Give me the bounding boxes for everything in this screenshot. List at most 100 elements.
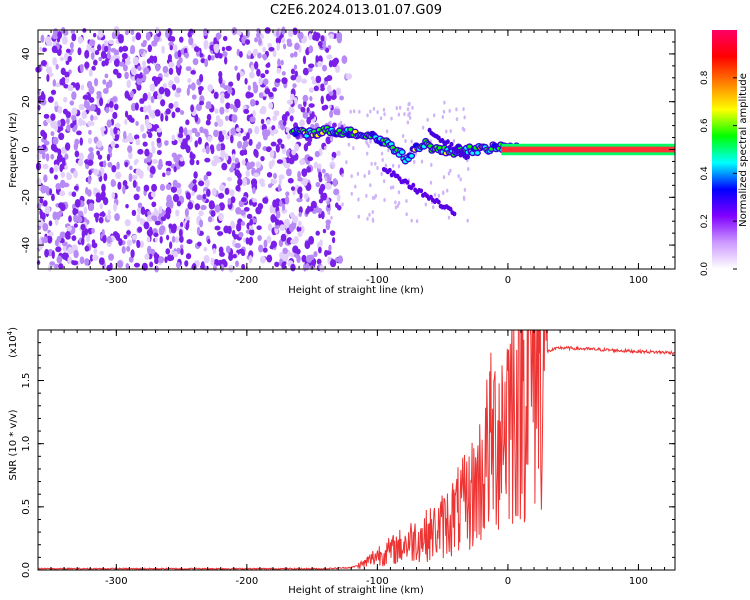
noise-point [171,111,176,119]
noise-point [397,164,401,169]
noise-point [218,52,223,59]
noise-point [366,151,369,156]
noise-point [154,236,158,243]
noise-point [341,202,344,207]
noise-point [128,256,134,263]
noise-point [113,126,118,135]
noise-point [189,153,196,160]
noise-point [39,46,43,52]
noise-point [187,78,192,84]
noise-point [260,105,267,115]
noise-point [103,40,109,46]
noise-point [455,107,458,112]
noise-point [290,93,295,101]
noise-point [251,218,258,223]
noise-point [156,149,162,156]
noise-point [295,248,301,255]
noise-point [447,215,451,220]
noise-point [266,171,273,178]
noise-point [59,163,64,169]
noise-point [321,168,326,174]
noise-point [206,113,212,121]
noise-point [225,102,231,109]
noise-point [320,83,325,90]
noise-point [191,190,195,196]
snr-frame [37,329,676,571]
noise-point [137,73,144,79]
noise-point [245,237,250,245]
noise-point [343,123,346,128]
noise-point [146,123,153,130]
noise-point [166,160,172,167]
noise-point [320,95,324,105]
signal-branch-point [445,139,450,145]
noise-point [110,140,116,148]
noise-point [308,63,315,69]
noise-point [280,59,284,66]
noise-point [87,137,93,144]
noise-point [205,119,211,126]
noise-point [213,43,220,51]
noise-point [168,41,174,47]
noise-point [173,101,179,109]
colorbar-tick-label: 0.2 [700,214,710,228]
noise-point [64,142,71,151]
noise-point [413,159,416,164]
noise-point [279,200,283,207]
noise-point [125,30,129,36]
noise-point [391,163,395,168]
noise-point [309,96,313,102]
noise-point [126,230,131,235]
noise-point [217,231,224,236]
noise-point [303,143,309,152]
noise-point [322,228,327,234]
y-tick-label: 1.0 [21,436,32,452]
noise-point [238,231,244,238]
noise-point [140,123,145,132]
noise-point [381,157,384,162]
noise-point [288,157,295,165]
noise-point [269,149,275,159]
noise-point [194,140,198,148]
noise-point [234,169,240,177]
noise-point [131,35,136,42]
noise-point [367,170,371,175]
noise-point [172,251,179,258]
noise-point [114,122,121,129]
noise-point [160,225,166,233]
snr-series-line [38,330,675,570]
noise-point [51,250,55,259]
noise-point [124,219,131,227]
noise-point [337,122,341,127]
noise-point [290,74,297,81]
noise-point [96,150,100,156]
spectrogram-marks [35,26,675,273]
noise-point [240,209,246,216]
noise-point [105,81,111,89]
noise-point [260,156,265,162]
noise-point [206,171,212,177]
noise-point [462,197,466,202]
noise-point [93,32,97,38]
noise-point [199,52,204,58]
noise-point [298,212,302,217]
noise-point [50,89,57,95]
noise-point [151,140,155,148]
signal-branch-point [452,211,457,217]
noise-point [58,210,63,216]
x-tick-label: 100 [629,275,648,286]
noise-point [407,102,410,107]
noise-point [298,206,303,215]
noise-point [220,92,225,99]
noise-point [234,65,238,71]
noise-point [121,245,126,254]
noise-point [170,200,174,209]
noise-point [190,70,197,75]
noise-point [54,82,62,88]
noise-point [76,215,83,223]
noise-point [252,110,256,117]
noise-point [52,33,58,40]
noise-point [46,118,51,124]
noise-point [85,186,89,195]
noise-point [212,247,217,255]
